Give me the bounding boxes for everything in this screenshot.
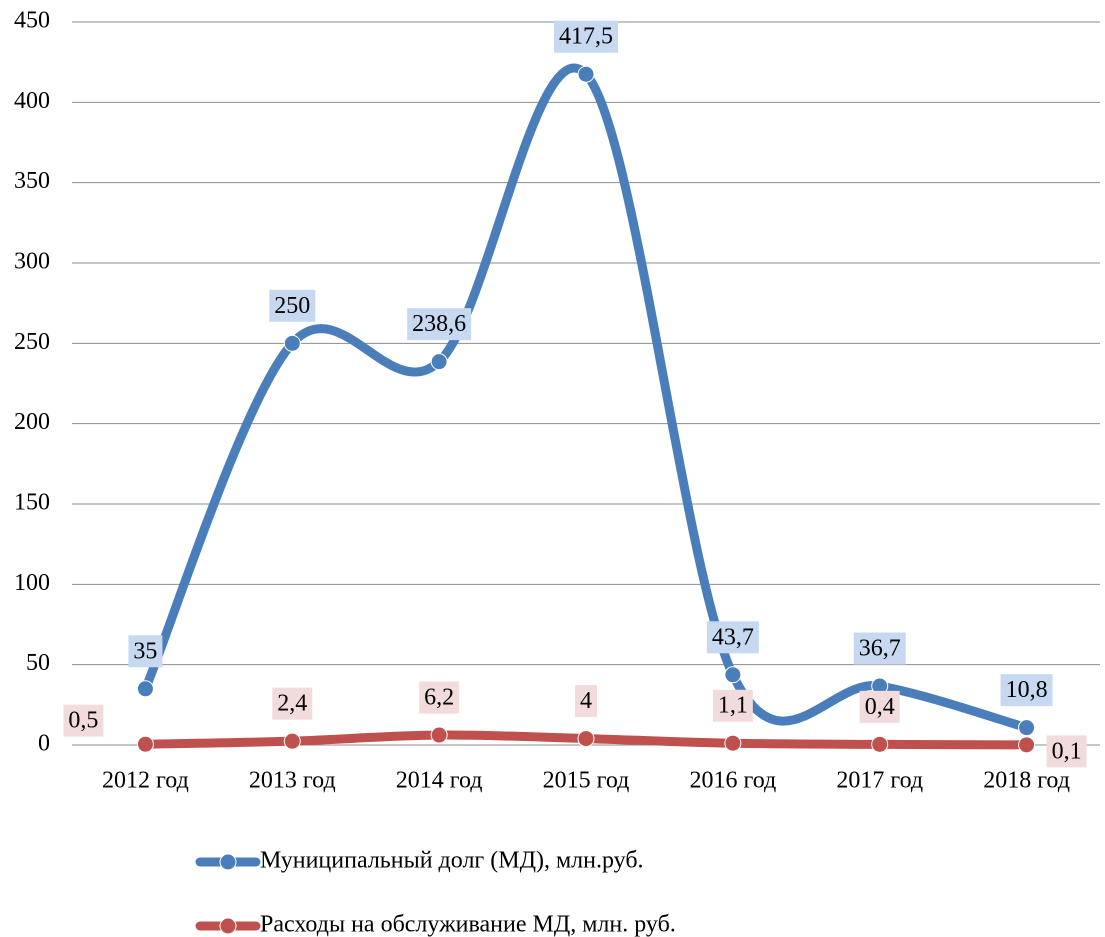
point-marker [136,680,154,698]
y-tick-label: 300 [14,249,50,275]
x-tick-label: 2018 год [983,768,1070,794]
data-label-box [575,685,597,718]
data-label: 4 [580,688,592,714]
data-label: 2,4 [277,691,307,717]
point-marker [577,730,595,748]
legend-marker [219,853,237,871]
y-tick-label: 150 [14,490,50,516]
y-tick-label: 350 [14,168,50,194]
data-label-box [1046,735,1087,768]
data-label: 43,7 [712,624,754,650]
y-tick-label: 250 [14,329,50,355]
data-label-box [859,690,900,723]
data-label-box [272,687,313,720]
data-label-box [63,704,104,737]
y-tick-label: 0 [38,731,50,757]
data-label: 417,5 [559,24,613,50]
y-tick-label: 450 [14,8,50,34]
series-line [140,63,1032,733]
data-label: 0,1 [1052,738,1082,764]
point-marker [724,734,742,752]
data-label: 10,8 [1006,677,1048,703]
data-label-box [419,681,460,714]
data-label-box [712,689,753,722]
x-tick-label: 2014 год [396,768,483,794]
legend-label: Муниципальный долг (МД), млн.руб. [260,848,644,874]
data-label: 1,1 [718,693,748,719]
point-marker [577,65,595,83]
point-marker [283,732,301,750]
data-label: 0,4 [865,694,895,720]
data-label: 238,6 [412,311,466,337]
y-tick-label: 100 [14,570,50,596]
data-label: 0,5 [68,708,98,734]
x-tick-label: 2012 год [102,768,189,794]
point-marker [1018,736,1036,754]
y-tick-label: 400 [14,88,50,114]
data-label-box [554,20,618,53]
data-label-box [269,289,316,322]
data-label: 36,7 [859,636,901,662]
data-label-box [706,621,759,654]
data-label: 35 [133,638,157,664]
data-label-box [128,635,163,668]
y-tick-label: 200 [14,409,50,435]
point-marker [430,353,448,371]
data-label-box [407,308,472,341]
point-marker [1018,719,1036,737]
data-label-box [853,632,906,665]
legend-marker [219,917,237,935]
data-label-box [1000,674,1053,707]
x-tick-label: 2016 год [689,768,776,794]
point-marker [871,735,889,753]
point-marker [283,334,301,352]
x-tick-label: 2013 год [249,768,336,794]
x-tick-label: 2017 год [836,768,923,794]
legend-label: Расходы на обслуживание МД, млн. руб. [260,912,676,937]
y-tick-label: 50 [26,650,50,676]
point-marker [430,726,448,744]
point-marker [136,735,154,753]
x-tick-label: 2015 год [543,768,630,794]
point-marker [724,666,742,684]
data-label: 6,2 [424,685,454,711]
data-label: 250 [274,293,310,319]
